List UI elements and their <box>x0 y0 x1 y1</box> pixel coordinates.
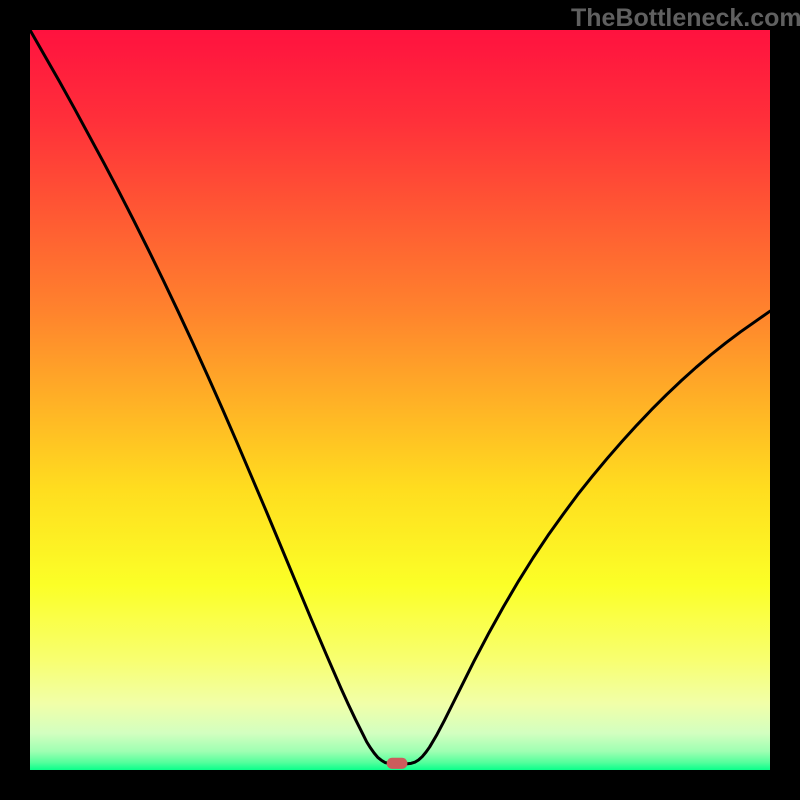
bottleneck-chart <box>0 0 800 800</box>
chart-container <box>0 0 800 800</box>
optimal-point-marker <box>387 758 408 769</box>
watermark-text: TheBottleneck.com <box>571 4 800 33</box>
plot-background <box>30 30 770 770</box>
